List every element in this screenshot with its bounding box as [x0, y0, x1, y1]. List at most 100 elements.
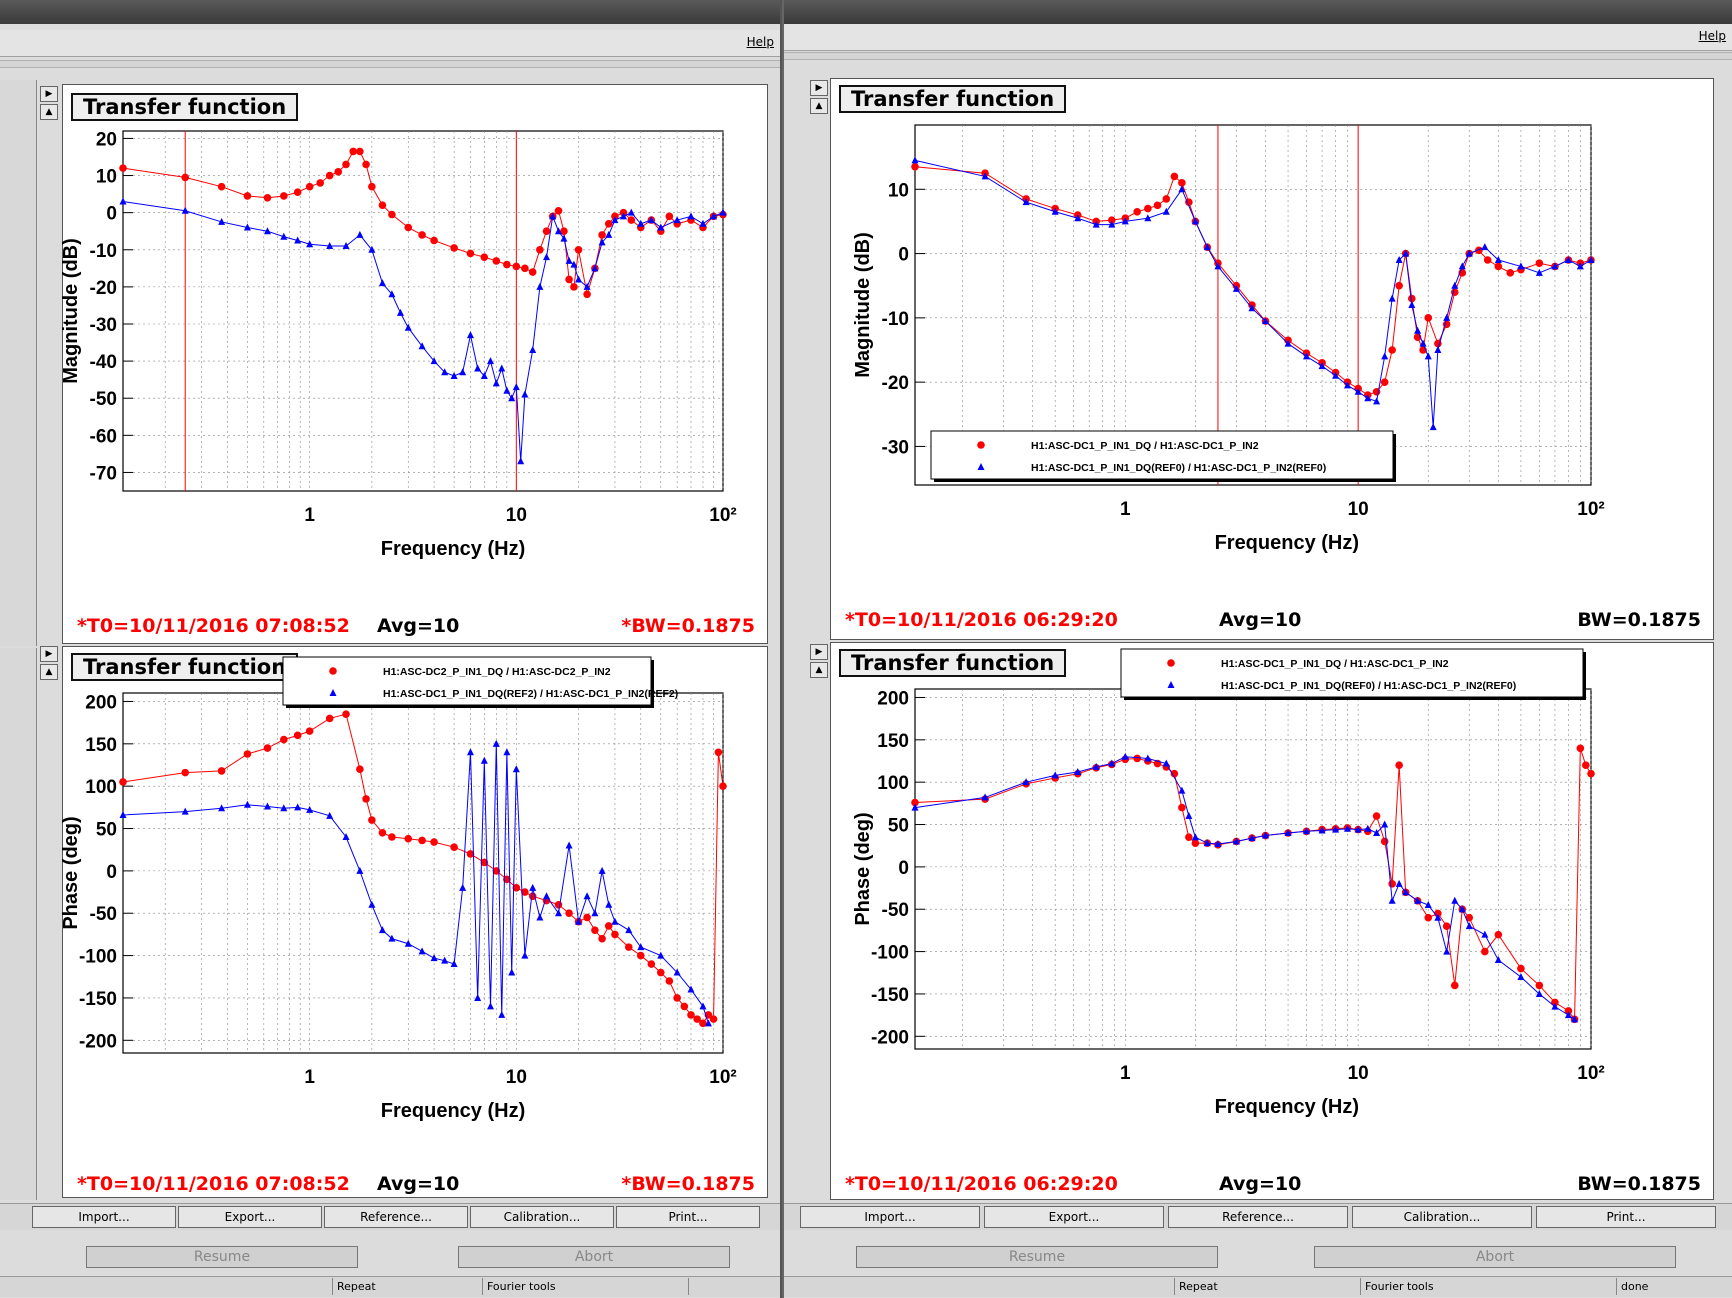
data-point [1170, 172, 1179, 181]
data-point [565, 275, 573, 284]
pad-prev-button[interactable]: ▶ [810, 80, 828, 96]
data-point [1414, 896, 1422, 904]
magnitude-plot[interactable]: 10 0 -10 -20 -30 1 10 10² Frequency (Hz) Magnitud… [831, 79, 1715, 599]
data-point [1302, 352, 1310, 360]
print-button[interactable]: Print... [1536, 1206, 1716, 1228]
data-point [498, 1010, 506, 1018]
data-point [704, 1019, 712, 1027]
help-menu[interactable]: Help [1698, 29, 1726, 43]
y-tick-label: -50 [90, 389, 117, 410]
y-tick-label: 20 [96, 129, 117, 150]
data-point [981, 793, 989, 801]
pad-prev-button[interactable]: ▶ [40, 86, 58, 102]
data-point [404, 323, 412, 331]
data-point [1248, 834, 1256, 842]
export-button[interactable]: Export... [178, 1206, 322, 1228]
calibration-button[interactable]: Calibration... [470, 1206, 614, 1228]
reference-button[interactable]: Reference... [324, 1206, 468, 1228]
calibration-button[interactable]: Calibration... [1352, 1206, 1532, 1228]
data-point [1451, 896, 1459, 904]
data-point [480, 756, 488, 764]
reference-button[interactable]: Reference... [1168, 1206, 1348, 1228]
y-tick-label: 200 [85, 692, 117, 713]
data-point [637, 943, 645, 951]
resume-button[interactable]: Resume [86, 1246, 358, 1268]
import-button[interactable]: Import... [32, 1206, 176, 1228]
tab-transfer-function[interactable]: Transfer function [839, 649, 1067, 677]
data-point [521, 951, 529, 959]
data-point [217, 767, 226, 775]
tab-transfer-function[interactable]: Transfer function [839, 85, 1067, 113]
data-point [1402, 249, 1410, 257]
data-point [418, 231, 426, 239]
data-point [699, 1019, 707, 1028]
status-state: done [1616, 1278, 1721, 1295]
data-point [181, 173, 190, 182]
data-point [1162, 759, 1170, 767]
pad-prev-button[interactable]: ▶ [810, 644, 828, 660]
pad-collapse-button[interactable]: ▲ [40, 104, 58, 120]
y-tick-label: -30 [882, 437, 909, 458]
tab-transfer-function[interactable]: Transfer function [71, 653, 299, 681]
data-point [1458, 262, 1466, 270]
data-point [575, 275, 583, 283]
data-point [1434, 913, 1442, 921]
data-point [430, 954, 438, 962]
data-point [1232, 284, 1240, 292]
phase-plot[interactable]: 200 150 100 50 0 -50 -100 -150 -200 1 10 10² Frequen… [60, 647, 769, 1162]
data-point [605, 900, 613, 908]
magnitude-plot[interactable]: 20 10 0 -10 -20 -30 -40 -50 -60 -70 1 10 10² Frequenc… [60, 85, 769, 605]
data-point [1373, 397, 1381, 405]
data-point [591, 909, 599, 917]
data-point [555, 227, 563, 235]
window-titlebar[interactable] [784, 0, 1732, 24]
status-repeat: Repeat [332, 1278, 477, 1295]
pad-collapse-button[interactable]: ▲ [40, 664, 58, 680]
data-point [1022, 778, 1030, 786]
pad-collapse-button[interactable]: ▲ [810, 662, 828, 678]
data-point [1576, 262, 1584, 270]
data-point [280, 735, 288, 744]
data-point [611, 930, 619, 939]
import-button[interactable]: Import... [800, 1206, 980, 1228]
data-point [459, 883, 467, 891]
abort-button[interactable]: Abort [1314, 1246, 1676, 1268]
data-point [911, 798, 919, 807]
data-point [637, 219, 645, 227]
resume-button[interactable]: Resume [856, 1246, 1218, 1268]
phase-plot[interactable]: 200 150 100 50 0 -50 -100 -150 -200 1 10 10² Frequen… [831, 643, 1715, 1161]
data-point [1443, 313, 1451, 321]
help-menu[interactable]: Help [746, 35, 774, 49]
avg-readout: Avg=10 [1219, 1173, 1302, 1195]
data-point [243, 192, 252, 200]
window-titlebar[interactable] [0, 0, 780, 24]
bw-readout: BW=0.1875 [1577, 1173, 1701, 1195]
pad-collapse-button[interactable]: ▲ [810, 98, 828, 114]
print-button[interactable]: Print... [616, 1206, 760, 1228]
x-tick-label: 10² [709, 505, 736, 526]
data-point [356, 147, 364, 156]
data-point [529, 345, 537, 353]
data-point [1465, 913, 1474, 922]
data-point [1419, 339, 1427, 347]
abort-button[interactable]: Abort [458, 1246, 730, 1268]
tab-transfer-function[interactable]: Transfer function [71, 93, 299, 121]
data-point [1144, 204, 1152, 213]
data-point [1535, 268, 1543, 276]
data-point [911, 803, 919, 811]
data-point [542, 227, 551, 236]
x-tick-label: 10 [506, 1067, 527, 1088]
data-point [503, 748, 511, 756]
data-point [1564, 1011, 1572, 1019]
data-point [1191, 839, 1200, 847]
data-point [492, 867, 501, 875]
x-tick-label: 1 [304, 505, 315, 526]
legend-box [282, 656, 652, 706]
data-point [368, 182, 376, 191]
export-button[interactable]: Export... [984, 1206, 1164, 1228]
data-point [1373, 829, 1381, 836]
pad-prev-button[interactable]: ▶ [40, 646, 58, 662]
y-tick-label: 150 [85, 735, 117, 756]
data-point [1395, 761, 1403, 770]
data-point [521, 390, 529, 398]
